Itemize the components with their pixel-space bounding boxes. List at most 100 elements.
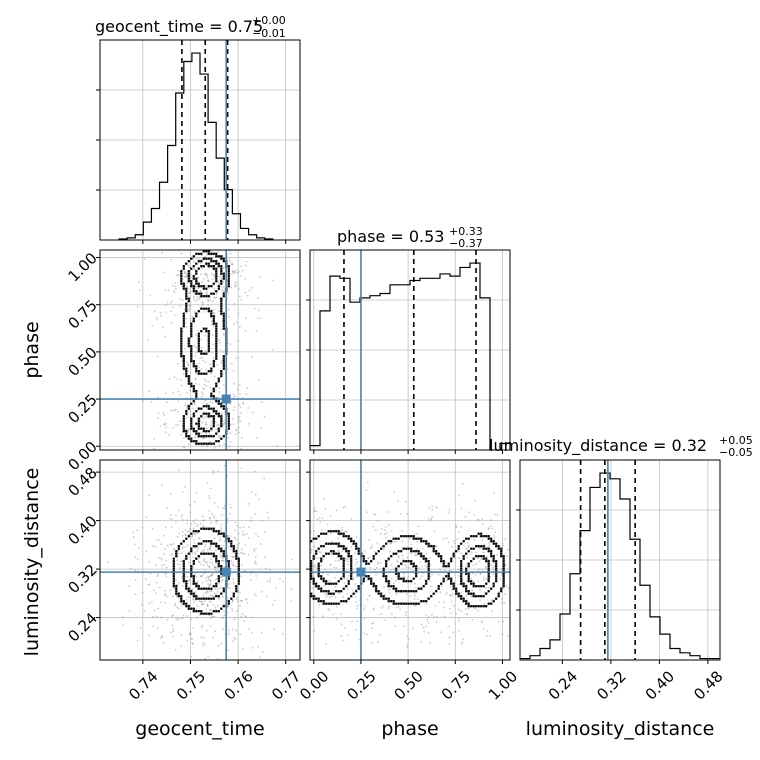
joint-phase-luminosity-distance-sample xyxy=(458,620,460,623)
joint-phase-luminosity-distance-sample xyxy=(425,614,427,616)
joint-geocent-time-luminosity-distance-sample xyxy=(196,532,199,534)
joint-phase-luminosity-distance-contour-point xyxy=(440,557,443,560)
joint-phase-luminosity-distance-contour-point xyxy=(347,597,350,600)
joint-geocent-time-luminosity-distance-sample xyxy=(216,577,218,580)
joint-phase-luminosity-distance-contour-point xyxy=(350,560,353,563)
joint-geocent-time-phase-sample xyxy=(256,317,259,320)
joint-geocent-time-luminosity-distance-sample xyxy=(206,564,209,567)
joint-geocent-time-phase-contour-point xyxy=(222,257,225,260)
joint-geocent-time-phase-sample xyxy=(218,227,220,229)
joint-geocent-time-phase-contour-point xyxy=(217,377,220,380)
joint-geocent-time-luminosity-distance-sample xyxy=(214,569,217,571)
joint-phase-luminosity-distance-sample xyxy=(415,554,418,557)
joint-phase-luminosity-distance-contour-point xyxy=(450,577,453,580)
joint-geocent-time-phase-contour-point xyxy=(212,417,215,420)
joint-geocent-time-luminosity-distance-contour-point xyxy=(190,572,193,575)
joint-phase-luminosity-distance-sample xyxy=(372,607,375,610)
joint-geocent-time-phase-contour-point xyxy=(212,435,215,438)
joint-phase-luminosity-distance-contour-point xyxy=(347,582,350,585)
joint-geocent-time-luminosity-distance-sample xyxy=(178,509,181,512)
joint-geocent-time-luminosity-distance-sample xyxy=(194,553,197,555)
joint-geocent-time-luminosity-distance-sample xyxy=(181,604,183,606)
joint-geocent-time-phase-sample xyxy=(180,379,182,381)
joint-phase-luminosity-distance-sample xyxy=(318,550,321,553)
xtick-label-luminosity-distance: 0.40 xyxy=(642,667,678,703)
joint-phase-luminosity-distance-contour-point xyxy=(387,600,390,603)
joint-geocent-time-luminosity-distance-sample xyxy=(213,537,216,539)
joint-phase-luminosity-distance-sample xyxy=(330,553,333,556)
joint-geocent-time-phase-sample xyxy=(193,267,196,270)
joint-phase-luminosity-distance-contour-point xyxy=(400,577,403,580)
joint-phase-luminosity-distance-sample xyxy=(506,585,508,588)
joint-geocent-time-luminosity-distance-sample xyxy=(261,519,263,522)
joint-geocent-time-phase-sample xyxy=(233,271,236,273)
joint-phase-luminosity-distance-sample xyxy=(394,625,397,628)
joint-geocent-time-luminosity-distance-contour-point xyxy=(217,610,220,613)
joint-geocent-time-phase-sample xyxy=(178,420,181,422)
joint-phase-luminosity-distance-sample xyxy=(537,554,539,556)
joint-phase-luminosity-distance-sample xyxy=(419,578,421,580)
joint-geocent-time-luminosity-distance-sample xyxy=(186,615,189,617)
joint-geocent-time-phase-sample xyxy=(239,452,241,454)
joint-geocent-time-phase-sample xyxy=(195,372,198,375)
joint-geocent-time-phase-sample xyxy=(206,264,209,267)
joint-geocent-time-phase-contour-point xyxy=(212,390,215,393)
joint-geocent-time-phase-sample xyxy=(202,277,205,280)
joint-phase-luminosity-distance-contour-point xyxy=(395,572,398,575)
joint-geocent-time-phase-sample xyxy=(240,298,243,301)
joint-phase-luminosity-distance-sample xyxy=(391,613,393,616)
joint-phase-luminosity-distance-sample xyxy=(449,607,451,610)
joint-geocent-time-phase-sample xyxy=(211,320,213,322)
joint-geocent-time-phase-contour-point xyxy=(180,282,183,285)
joint-geocent-time-luminosity-distance-sample xyxy=(188,504,191,506)
joint-geocent-time-phase-sample xyxy=(187,429,189,432)
title-luminosity-distance-plus: +0.05 xyxy=(719,434,753,447)
joint-phase-luminosity-distance-sample xyxy=(522,546,524,548)
joint-geocent-time-phase-contour-point xyxy=(187,437,190,440)
joint-geocent-time-phase-sample xyxy=(219,349,222,351)
joint-geocent-time-phase-contour-point xyxy=(222,277,225,280)
joint-geocent-time-phase-sample xyxy=(200,368,203,370)
joint-phase-luminosity-distance-contour-point xyxy=(475,605,478,608)
joint-geocent-time-phase-sample xyxy=(204,334,206,337)
joint-geocent-time-phase-sample xyxy=(231,453,233,455)
joint-phase-luminosity-distance-contour-point xyxy=(427,570,430,573)
joint-phase-luminosity-distance-contour-point xyxy=(317,535,320,538)
joint-geocent-time-phase-sample xyxy=(231,417,234,420)
joint-geocent-time-luminosity-distance-sample xyxy=(250,520,252,522)
joint-phase-luminosity-distance-sample xyxy=(342,506,345,509)
joint-geocent-time-phase-sample xyxy=(194,355,197,357)
joint-geocent-time-phase-contour-point xyxy=(222,405,225,408)
joint-geocent-time-luminosity-distance-contour-point xyxy=(210,527,213,530)
joint-geocent-time-phase-sample xyxy=(193,310,196,313)
joint-geocent-time-phase-sample xyxy=(216,230,218,232)
joint-geocent-time-phase-contour-point xyxy=(185,372,188,375)
joint-geocent-time-phase-contour-point xyxy=(197,420,200,423)
joint-phase-luminosity-distance-sample xyxy=(364,549,366,552)
joint-geocent-time-phase-contour-point xyxy=(207,435,210,438)
joint-geocent-time-phase-contour-point xyxy=(195,290,198,293)
joint-geocent-time-luminosity-distance-sample xyxy=(248,628,250,630)
joint-geocent-time-phase-contour-point xyxy=(205,435,208,438)
joint-geocent-time-luminosity-distance-sample xyxy=(161,564,164,567)
joint-phase-luminosity-distance-sample xyxy=(487,545,489,548)
joint-geocent-time-luminosity-distance-contour-point xyxy=(217,575,220,578)
joint-geocent-time-luminosity-distance-sample xyxy=(137,547,140,550)
joint-geocent-time-phase-sample xyxy=(204,350,207,353)
joint-phase-luminosity-distance-contour-point xyxy=(502,585,505,588)
joint-geocent-time-luminosity-distance-sample xyxy=(211,615,214,618)
joint-geocent-time-phase-sample xyxy=(222,424,224,427)
joint-geocent-time-luminosity-distance-sample xyxy=(206,605,209,608)
joint-geocent-time-phase-contour-point xyxy=(195,430,198,433)
joint-phase-luminosity-distance-contour-point xyxy=(410,547,413,550)
joint-geocent-time-phase-sample xyxy=(163,271,166,274)
joint-geocent-time-phase-contour-point xyxy=(207,332,210,335)
joint-geocent-time-phase-sample xyxy=(211,402,214,404)
joint-geocent-time-luminosity-distance-sample xyxy=(231,607,233,610)
joint-geocent-time-luminosity-distance-sample xyxy=(212,472,215,474)
joint-geocent-time-phase-contour-point xyxy=(227,417,230,420)
joint-geocent-time-phase-sample xyxy=(157,417,159,419)
joint-phase-luminosity-distance-contour-point xyxy=(465,570,468,573)
joint-geocent-time-phase-sample xyxy=(187,363,190,366)
joint-phase-luminosity-distance-contour-point xyxy=(392,537,395,540)
